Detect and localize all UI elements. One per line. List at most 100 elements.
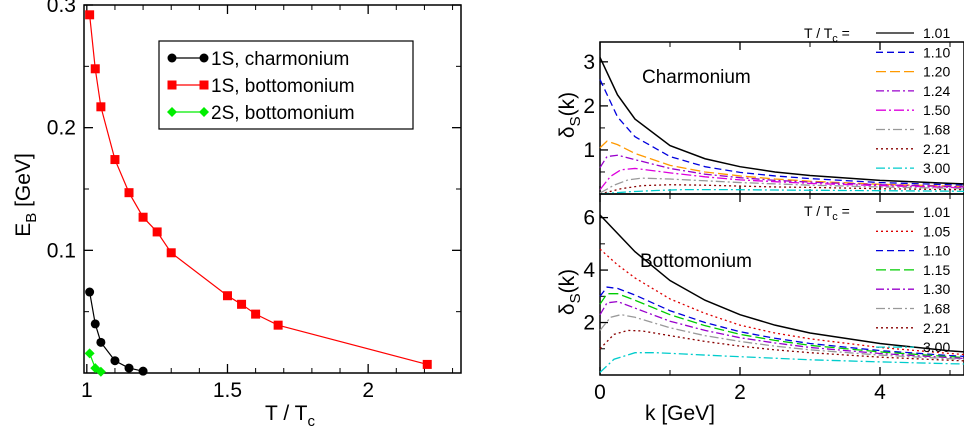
left-x-title-sub: c [307,413,315,430]
bottomonium-legend-title-sub: c [832,211,838,223]
bottomonium-legend: T / Tc = 1.01 1.05 1.10 1.15 1.30 1.68 2.21 3.00 [804,203,950,355]
left-point-1s-bottomonium [85,10,95,20]
left-legend-marker-1s-charmonium [199,53,209,63]
left-point-2s-bottomonium [84,348,95,359]
bottomonium-y-axis-title: δS(k) [556,269,584,315]
charmonium-y-axis-title: δS(k) [556,92,584,138]
left-legend: 1S, charmonium 1S, bottomonium 2S, bottomo… [158,40,414,130]
bottomonium-curve-3-00 [599,352,964,373]
left-x-title-main: T / T [265,402,308,425]
bottomonium-curve-1-05 [599,248,964,356]
left-legend-marker-1s-bottomonium [199,80,209,90]
bottomonium-legend-label-1-68: 1.68 [923,301,950,317]
charmonium-curve-3-00 [599,188,964,195]
left-legend-marker-2s-bottomonium [199,107,209,117]
bottomonium-legend-label-1-15: 1.15 [923,262,950,278]
left-x-axis-title: T / Tc [265,402,315,430]
charmonium-legend: T / Tc = 1.01 1.10 1.20 1.24 1.50 1.68 2.21 3.00 [804,25,950,176]
charmonium-series-group [599,57,964,195]
left-series-1s-bottomonium [85,10,432,369]
bottomonium-frame [599,193,964,376]
left-point-1s-charmonium [110,356,120,366]
charmonium-legend-title-main: T / T [804,25,833,41]
bottomonium-y-tick-label: 4 [583,259,595,282]
left-x-tick-label: 2 [362,379,374,402]
charmonium-y-title-main: δ [556,126,579,138]
left-point-1s-bottomonium [166,248,176,258]
bottomonium-x-axis-title: k [GeV] [645,402,715,425]
left-legend-label-2s-bottomonium: 2S, bottomonium [211,103,355,124]
charmonium-y-title-tail: (k) [556,92,579,117]
bottomonium-y-tick-label: 6 [583,207,595,230]
bottomonium-x-tick-label: 2 [734,381,746,404]
bottomonium-curve-1-68 [599,314,964,360]
charmonium-legend-label-3-00: 3.00 [923,160,950,176]
left-series-group [84,10,432,377]
bottomonium-title: Bottomonium [640,251,752,272]
bottomonium-curve-1-01 [599,214,964,353]
left-point-1s-charmonium [90,319,100,329]
left-y-tick-label: 0.1 [47,239,76,262]
charmonium-title: Charmonium [642,67,751,88]
charmonium-legend-label-2-21: 2.21 [923,141,950,157]
charmonium-legend-label-1-68: 1.68 [923,122,950,138]
left-legend-label-1s-bottomonium: 1S, bottomonium [211,76,355,97]
bottomonium-y-title-tail: (k) [556,269,579,294]
charmonium-curve-1-10 [599,79,964,186]
left-point-1s-bottomonium [237,299,247,309]
left-x-tick-label: 1.5 [213,379,242,402]
left-legend-marker-1s-bottomonium [167,80,177,90]
left-point-1s-charmonium [96,337,106,347]
charmonium-legend-label-1-24: 1.24 [923,83,950,99]
bottomonium-y-title-main: δ [556,303,579,315]
bottomonium-legend-label-1-30: 1.30 [923,281,950,297]
bottomonium-y-title-sub: S [567,293,584,303]
bottomonium-axis-ticks: 0 2 4 2 4 6 [583,194,951,404]
left-x-tick-label: 1 [81,379,93,402]
charmonium-curve-1-50 [599,167,964,190]
bottomonium-legend-label-1-01: 1.01 [923,204,950,220]
charmonium-y-title-sub: S [567,116,584,126]
charmonium-legend-label-1-01: 1.01 [923,25,950,41]
bottomonium-legend-title-main: T / T [804,203,833,219]
bottomonium-y-tick-label: 2 [583,312,595,335]
bottomonium-panel: 0 2 4 2 4 6 Bottomonium T / Tc = 1.01 1.05 1.10 1… [556,193,964,425]
bottomonium-curve-1-30 [599,300,964,360]
bottomonium-legend-title-tail: = [838,203,850,219]
left-legend-label-1s-charmonium: 1S, charmonium [211,49,349,70]
bottomonium-x-tick-label: 4 [874,381,886,404]
charmonium-legend-title-tail: = [838,25,850,41]
left-point-1s-bottomonium [251,309,261,319]
charmonium-legend-title: T / Tc = [804,25,850,45]
left-point-1s-bottomonium [96,102,106,112]
left-point-1s-bottomonium [90,64,100,74]
left-series-1s-charmonium [85,287,148,376]
bottomonium-legend-label-3-00: 3.00 [923,339,950,355]
left-point-1s-charmonium [138,366,148,376]
bottomonium-series-group [599,214,964,373]
left-y-title-main: E [12,223,35,237]
charmonium-panel: 1 2 3 Charmonium T / Tc = 1.01 1.10 1.20 1.24 1… [556,25,964,195]
bottomonium-legend-title: T / Tc = [804,203,850,223]
left-y-title-unit: [GeV] [12,153,35,213]
charmonium-legend-title-sub: c [832,33,838,45]
charmonium-curve-1-24 [599,154,964,188]
bottomonium-curve-1-10 [599,286,964,358]
charmonium-y-tick-label: 1 [583,139,595,162]
left-y-tick-label: 0.3 [47,0,76,17]
left-legend-marker-2s-bottomonium [167,107,177,117]
charmonium-legend-label-1-50: 1.50 [923,102,950,118]
charmonium-legend-label-1-10: 1.10 [923,44,950,60]
left-legend-items: 1S, charmonium 1S, bottomonium 2S, bottomo… [167,49,355,124]
charmonium-y-tick-label: 2 [583,95,595,118]
left-point-2s-bottomonium [95,366,106,377]
bottomonium-legend-label-2-21: 2.21 [923,320,950,336]
bottomonium-curve-1-15 [599,293,964,359]
left-y-axis-title: EB [GeV] [12,153,40,237]
left-point-1s-bottomonium [273,320,283,330]
bottomonium-legend-label-1-10: 1.10 [923,243,950,259]
left-legend-marker-1s-charmonium [167,53,177,63]
bottomonium-legend-label-1-05: 1.05 [923,223,950,239]
bottomonium-curve-2-21 [599,329,964,362]
left-point-1s-bottomonium [222,291,232,301]
